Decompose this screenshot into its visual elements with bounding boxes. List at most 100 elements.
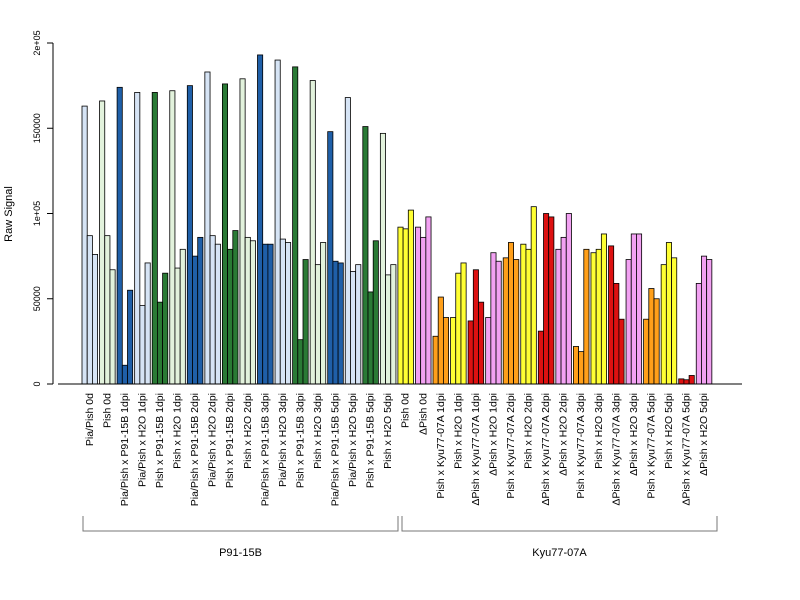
bar <box>209 235 216 385</box>
y-tick-label: 2e+05 <box>32 30 42 55</box>
bar <box>162 272 169 385</box>
group-bracket-label: P91-15B <box>219 547 262 559</box>
bar <box>279 238 286 385</box>
bar <box>402 228 409 385</box>
bar <box>407 209 414 385</box>
x-tick-label: Pish 0d <box>101 393 113 428</box>
x-tick-label: Pish x P91-15B 3dpi <box>294 393 306 488</box>
group-bracket <box>401 516 718 532</box>
bar <box>127 289 134 385</box>
bar <box>116 86 123 385</box>
bar <box>613 282 620 385</box>
bar <box>350 271 357 385</box>
bar <box>249 240 256 385</box>
bar <box>221 83 228 385</box>
bar <box>507 242 514 385</box>
x-tick-label: ΔPish x H2O 1dpi <box>487 393 499 476</box>
bar <box>643 318 650 385</box>
bar <box>695 282 702 385</box>
x-tick-label: ΔPish x Kyu77-07A 1dpi <box>470 393 482 506</box>
bar <box>455 272 462 385</box>
bar <box>397 226 404 385</box>
bar <box>262 243 269 385</box>
bar <box>671 257 678 385</box>
bar <box>367 291 374 385</box>
y-tick-label: 150000 <box>32 113 42 143</box>
x-tick-label: ΔPish x H2O 3dpi <box>628 393 640 476</box>
bar <box>665 242 672 385</box>
bar <box>442 317 449 385</box>
bar <box>578 351 585 385</box>
x-tick-label: Pia/Pish x P91-15B 2dpi <box>189 393 201 506</box>
bar <box>478 301 485 385</box>
bar <box>460 262 467 385</box>
bar <box>636 233 643 385</box>
bar <box>232 230 239 385</box>
bar <box>472 269 479 385</box>
bar <box>513 259 520 385</box>
bar <box>134 92 141 385</box>
bar <box>565 213 572 385</box>
bar <box>420 236 427 385</box>
bar-layer <box>81 54 713 385</box>
bar <box>192 255 199 385</box>
bar <box>573 346 580 385</box>
bar <box>267 243 274 385</box>
bar <box>432 335 439 385</box>
bar <box>372 240 379 385</box>
bar <box>179 248 186 385</box>
x-tick-label: ΔPish x Kyu77-07A 5dpi <box>681 393 693 506</box>
bar <box>156 301 163 385</box>
bar <box>583 248 590 385</box>
bar <box>648 288 655 385</box>
x-tick-label: Pish x H2O 2dpi <box>242 393 254 469</box>
bar <box>274 59 281 385</box>
bar <box>630 233 637 385</box>
x-tick-label: Pish x P91-15B 5dpi <box>365 393 377 488</box>
x-tick-label: Pish x H2O 2dpi <box>523 393 535 469</box>
bar <box>292 66 299 385</box>
x-tick-label: Pia/Pish x H2O 2dpi <box>207 393 219 487</box>
x-tick-label: Pish x H2O 5dpi <box>663 393 675 469</box>
bar <box>332 260 339 385</box>
bar <box>537 330 544 385</box>
bar <box>618 318 625 385</box>
group-bracket <box>82 516 399 532</box>
bar <box>309 80 316 385</box>
bar <box>701 255 708 385</box>
bar <box>683 379 690 385</box>
bar <box>344 97 351 385</box>
x-tick-label: Pia/Pish x H2O 5dpi <box>347 393 359 487</box>
bar <box>327 131 334 385</box>
bar <box>297 339 304 385</box>
bar <box>688 375 695 385</box>
bar <box>362 126 369 385</box>
x-tick-label: ΔPish x Kyu77-07A 2dpi <box>540 393 552 506</box>
x-tick-label: Pish x Kyu77-07A 5dpi <box>645 393 657 499</box>
bar <box>525 248 532 385</box>
y-axis-label: Raw Signal <box>3 186 15 242</box>
bar <box>320 242 327 385</box>
x-tick-label: Pish x P91-15B 1dpi <box>154 393 166 488</box>
group-brackets: P91-15B Kyu77-07A <box>82 516 718 559</box>
bar <box>678 378 685 385</box>
bar <box>197 236 204 385</box>
bar <box>390 264 397 385</box>
x-tick-label: Pish x Kyu77-07A 2dpi <box>505 393 517 499</box>
bar <box>244 236 251 385</box>
x-tick-label: Pish 0d <box>400 393 412 428</box>
bar <box>92 254 99 385</box>
bar <box>560 236 567 385</box>
bar <box>204 71 211 385</box>
bar <box>625 259 632 385</box>
x-tick-label: Pia/Pish 0d <box>84 393 96 446</box>
x-tick-label: Pish x H2O 5dpi <box>382 393 394 469</box>
y-tick-label: 0 <box>32 381 42 386</box>
bar <box>653 298 660 385</box>
bar <box>81 105 88 385</box>
bar <box>590 252 597 385</box>
x-tick-label: ΔPish 0d <box>417 393 429 435</box>
x-axis: Pia/Pish 0d Pish 0d Pia/Pish x P91-15B 1dp… <box>58 383 742 506</box>
bar <box>121 364 128 385</box>
bar <box>520 243 527 385</box>
